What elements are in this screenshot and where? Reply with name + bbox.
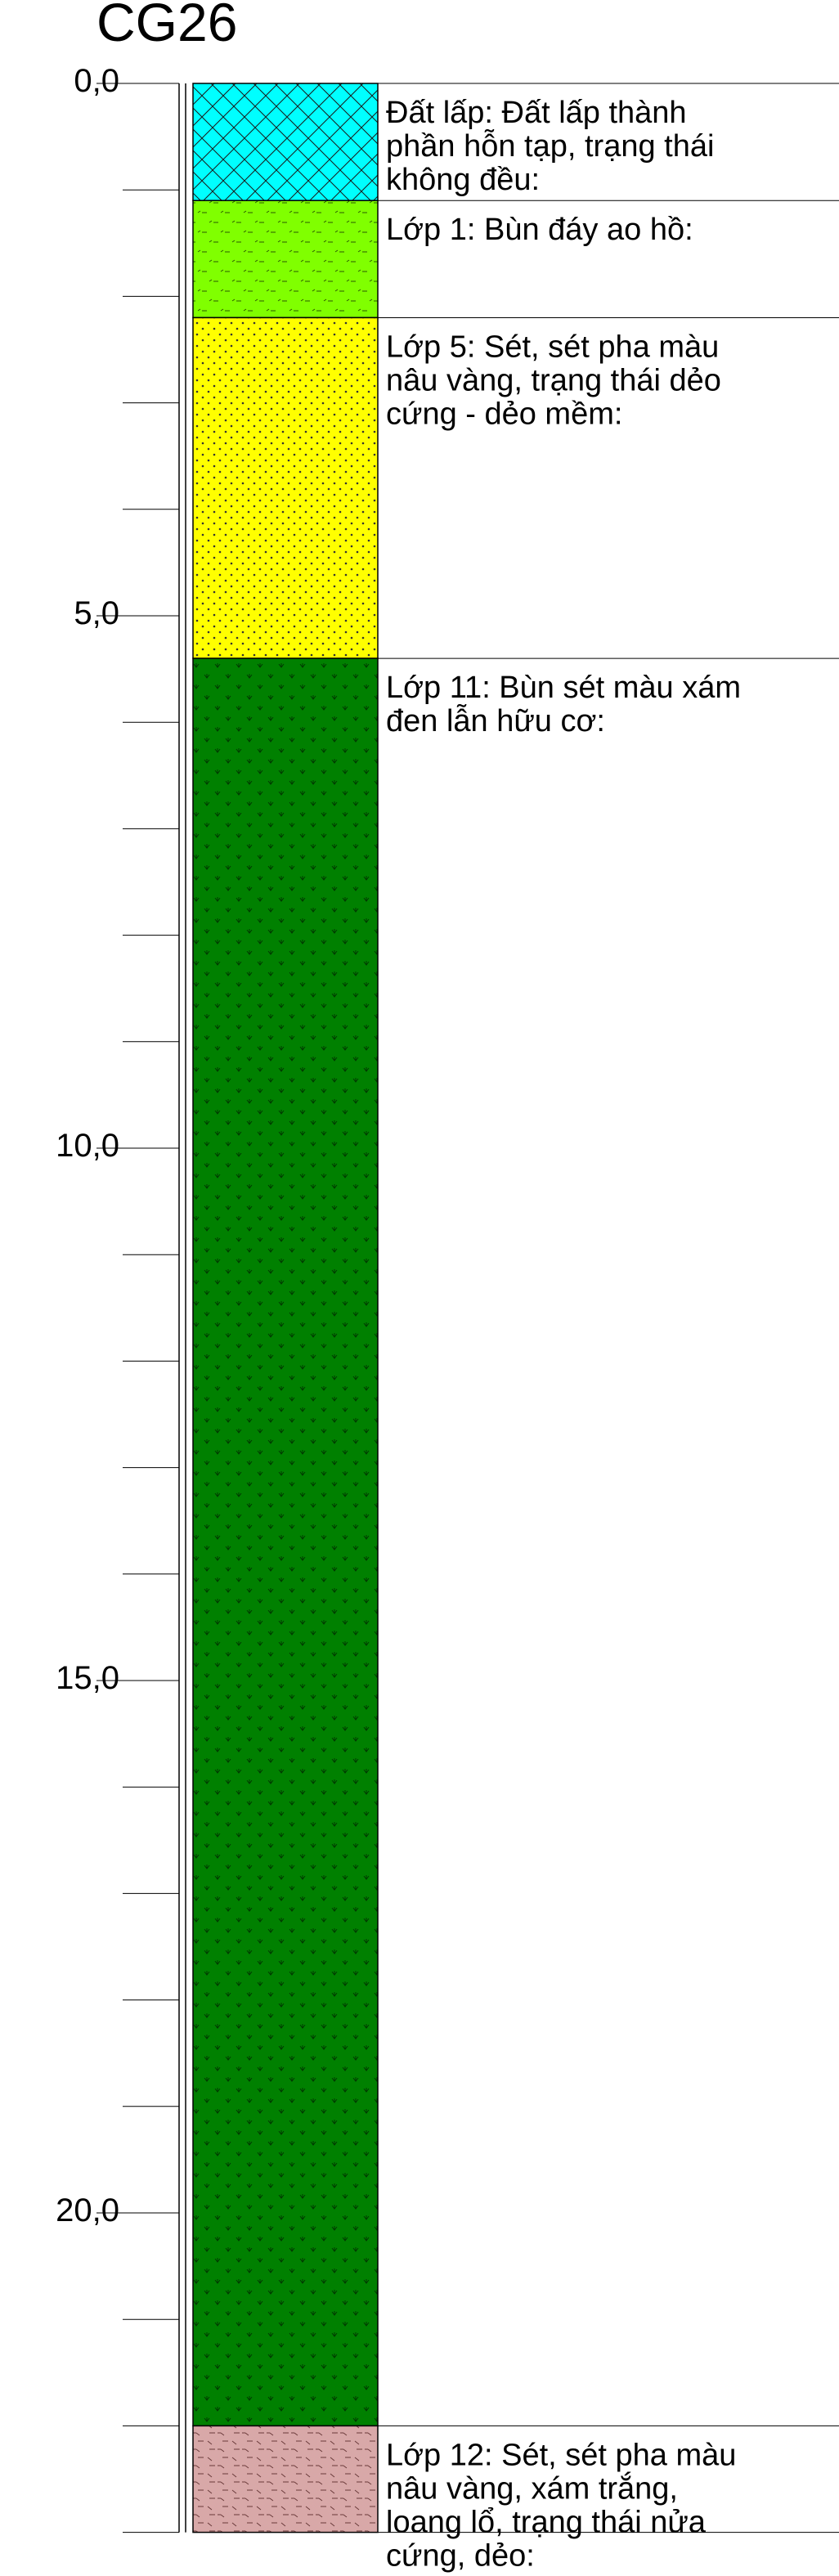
layer-description: Đất lấp: Đất lấp thành phần hỗn tạp, trạn… bbox=[386, 96, 714, 197]
soil-column bbox=[192, 83, 379, 2533]
layer-description: Lớp 12: Sét, sét pha màu nâu vàng, xám tr… bbox=[386, 2438, 736, 2573]
layer-description: Lớp 1: Bùn đáy ao hồ: bbox=[386, 213, 693, 247]
borehole-title: CG26 bbox=[96, 0, 237, 52]
depth-label: 20,0 bbox=[56, 2192, 119, 2228]
layer-description-line: đen lẫn hữu cơ: bbox=[386, 703, 605, 738]
soil-layer bbox=[192, 657, 379, 2427]
layer-description-line: nâu vàng, trạng thái dẻo bbox=[386, 363, 721, 397]
depth-label: 5,0 bbox=[74, 595, 119, 631]
layer-description: Lớp 5: Sét, sét pha màu nâu vàng, trạng t… bbox=[386, 330, 721, 431]
layer-description-line: loang lổ, trạng thái nửa bbox=[386, 2505, 707, 2539]
layer-description-line: cứng, dẻo: bbox=[386, 2538, 535, 2573]
depth-label: 10,0 bbox=[56, 1128, 119, 1164]
layer-description-line: Lớp 12: Sét, sét pha màu bbox=[386, 2438, 736, 2472]
layer-description-line: nâu vàng, xám trắng, bbox=[386, 2471, 678, 2506]
layer-description-line: Lớp 11: Bùn sét màu xám bbox=[386, 671, 741, 705]
layer-description-line: không đều: bbox=[386, 163, 540, 197]
layer-descriptions: Đất lấp: Đất lấp thành phần hỗn tạp, trạn… bbox=[378, 83, 839, 2573]
layer-description-line: Lớp 5: Sét, sét pha màu bbox=[386, 330, 719, 364]
layer-description: Lớp 11: Bùn sét màu xám đen lẫn hữu cơ: bbox=[386, 671, 741, 738]
soil-layer bbox=[192, 2425, 379, 2533]
layer-description-line: Đất lấp: Đất lấp thành bbox=[386, 96, 687, 130]
layer-description-line: Lớp 1: Bùn đáy ao hồ: bbox=[386, 213, 693, 247]
soil-layer bbox=[192, 200, 379, 319]
layer-description-line: phần hỗn tạp, trạng thái bbox=[386, 128, 714, 164]
soil-layer bbox=[192, 316, 379, 659]
layer-description-line: cứng - dẻo mềm: bbox=[386, 397, 622, 431]
soil-layer bbox=[192, 83, 379, 201]
depth-label: 0,0 bbox=[74, 63, 119, 99]
depth-label: 15,0 bbox=[56, 1660, 119, 1696]
depth-axis: 0,0 5,0 10,0 15,0 20,0 bbox=[56, 63, 186, 2533]
